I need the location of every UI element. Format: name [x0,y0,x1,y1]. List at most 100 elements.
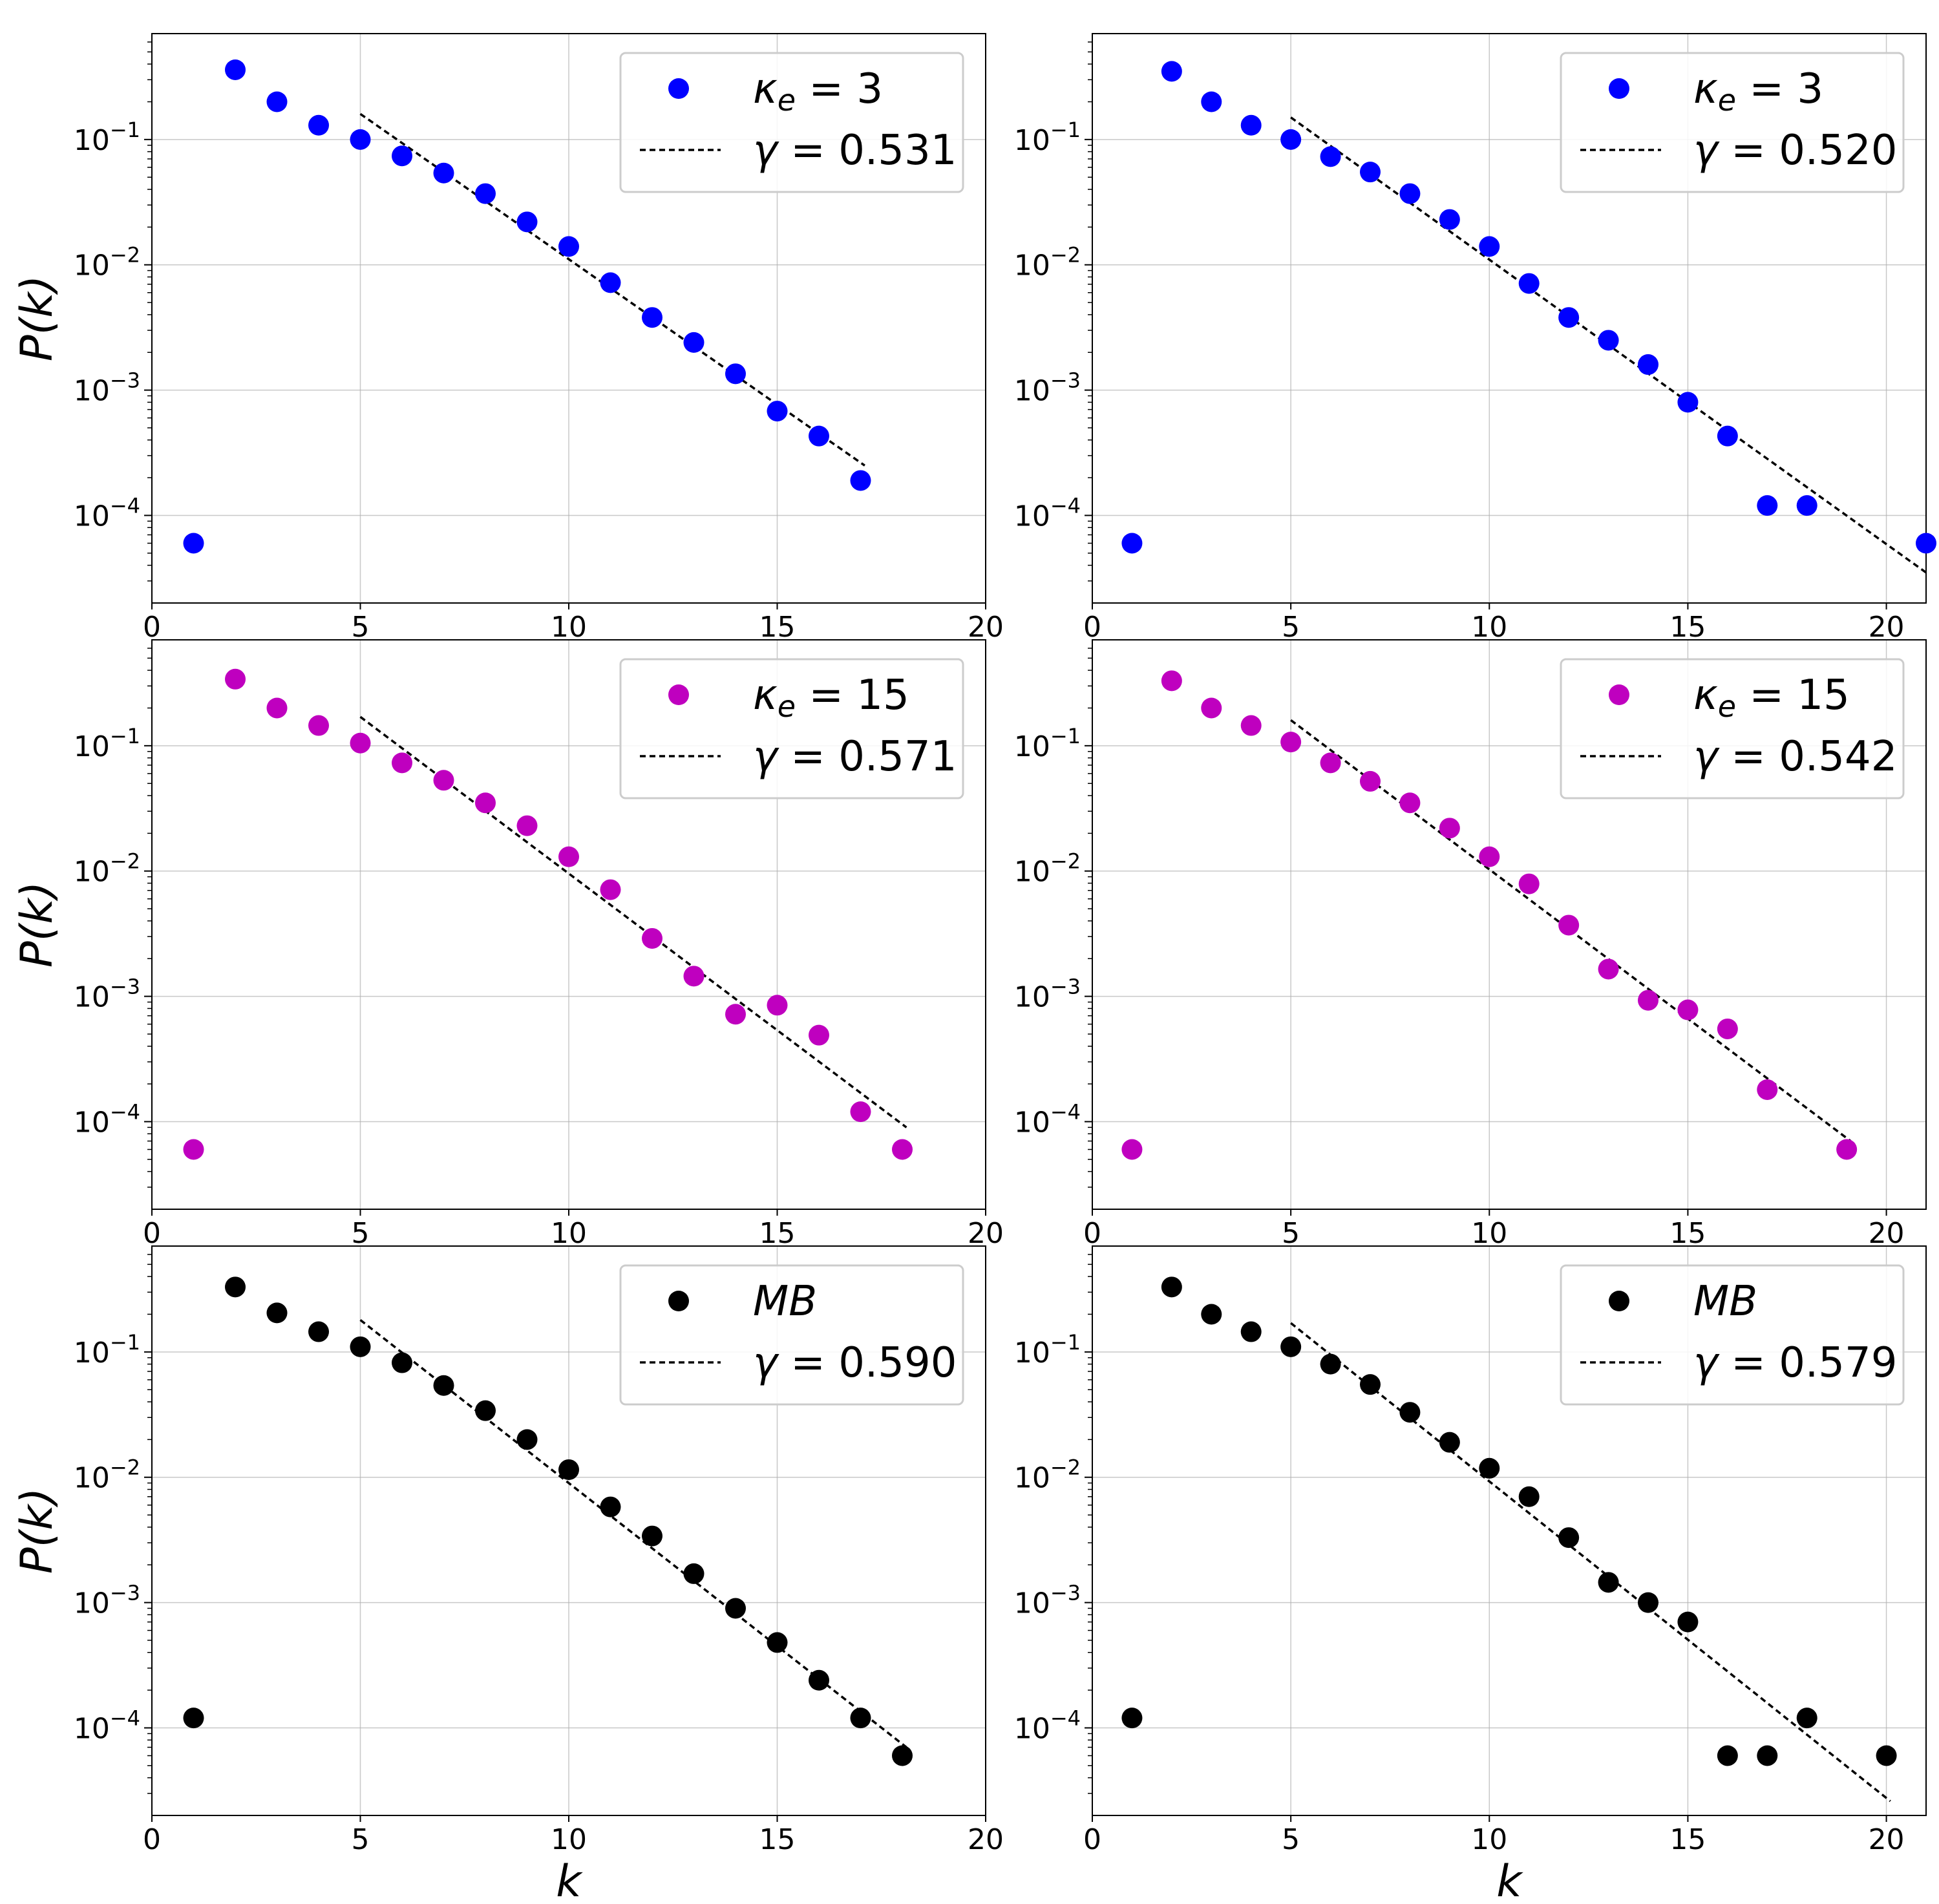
plot-frame [1092,33,1927,604]
data-point [600,1496,621,1518]
legend-marker-label: κe = 3 [753,65,883,118]
legend-line-label: γ = 0.571 [753,733,957,781]
x-axis-label: k [556,1856,583,1904]
chart-panel-row2-right: 0 5 10 15 20 10−1 10−2 10−3 10−4 κe = 15 γ = 0.542 [1014,639,1927,1250]
y-tick-label: 10−4 [1014,1706,1081,1745]
x-tick-label: 20 [1869,611,1905,644]
data-point [1439,818,1460,839]
data-point [1796,1708,1817,1729]
data-point [1320,146,1341,167]
x-tick-label: 5 [1282,611,1300,644]
data-point [392,1352,412,1373]
data-point [350,129,371,150]
data-point [558,846,579,867]
data-point [725,363,746,385]
plot-frame [1092,639,1927,1210]
fit-line [359,715,907,1128]
chart-panel-row3-right: 0 5 10 15 20 10−1 10−2 10−3 10−4 k MB γ = 0.579 [1014,1245,1927,1904]
x-tick-label: 10 [551,1823,587,1856]
data-point [1598,1572,1619,1593]
data-point [1399,183,1421,204]
y-tick-label: 10−4 [74,493,140,533]
data-point [1518,273,1540,294]
data-point [1201,1304,1222,1325]
legend-marker-label: κe = 3 [1693,65,1823,118]
data-point [1161,61,1182,82]
data-point [1558,307,1580,328]
legend-box [1560,52,1905,193]
data-point [1836,1139,1858,1160]
data-point [475,1400,496,1421]
data-point [1876,1745,1897,1766]
x-tick-label: 5 [352,611,370,644]
data-point [1360,162,1381,183]
fit-line [1290,1322,1891,1803]
data-point [1439,1432,1460,1453]
data-point [1121,1139,1143,1160]
legend-box [1560,658,1905,799]
data-point [225,59,246,80]
data-point [1280,732,1302,753]
data-point [475,792,496,814]
legend-marker [1609,684,1629,705]
data-point [1399,792,1421,814]
x-tick-label: 10 [551,1217,587,1250]
data-point [1280,1336,1302,1357]
x-tick-label: 5 [1282,1823,1300,1856]
chart-panel-row1-right: 0 5 10 15 20 10−1 10−2 10−3 10−4 κe = 3 γ = 0.520 [1014,33,1936,644]
data-point [767,995,788,1016]
data-point [1638,989,1658,1011]
y-tick-label: 10−3 [74,1581,140,1620]
x-tick-label: 15 [1669,611,1706,644]
data-point [809,1024,829,1046]
data-point [1558,915,1580,936]
data-point [683,966,705,987]
data-point [892,1139,913,1160]
x-tick-label: 15 [759,1217,796,1250]
data-point [516,815,538,836]
data-point [809,425,829,447]
legend-box [619,52,964,193]
y-axis-label: P(k) [12,1488,63,1574]
x-tick-label: 0 [143,1823,161,1856]
legend-box [1560,1264,1905,1406]
x-tick-label: 0 [143,611,161,644]
data-point [183,533,204,554]
data-point [1479,1457,1500,1479]
legend-marker-label: κe = 15 [753,672,909,724]
data-point [1638,1592,1658,1613]
data-point [350,732,371,754]
legend-line-label: γ = 0.590 [753,1339,957,1387]
legend: MB γ = 0.590 [619,1264,964,1406]
x-tick-label: 10 [1471,1823,1507,1856]
data-point [1479,236,1500,257]
data-point [1360,770,1381,792]
data-point [600,879,621,900]
data-point [1757,495,1778,516]
x-tick-label: 0 [1083,1217,1101,1250]
y-tick-label: 10−1 [1014,1330,1081,1370]
y-tick-label: 10−3 [1014,1581,1081,1620]
legend-marker-label: MB [1693,1278,1757,1326]
legend-marker [1609,1291,1629,1311]
chart-panel-row1-left: 0 5 10 15 20 10−1 10−2 10−3 10−4 P(k) κe = 3 γ = 0.… [12,33,1004,644]
data-point [809,1669,829,1691]
data-point [1320,752,1341,774]
data-point [433,162,454,184]
data-point [1240,1321,1262,1342]
data-point [1201,697,1222,719]
y-tick-label: 10−1 [74,724,140,763]
data-point [767,1632,788,1653]
data-point [850,1708,871,1729]
x-tick-label: 20 [968,1217,1004,1250]
data-point [1757,1079,1778,1100]
data-point [1399,1402,1421,1423]
data-point [433,770,454,791]
legend-line-label: γ = 0.579 [1693,1339,1897,1387]
data-point [1280,129,1302,150]
data-point [558,236,579,257]
data-point [642,1525,662,1547]
x-tick-label: 10 [1471,611,1507,644]
data-point [1121,533,1143,554]
data-point [392,752,412,774]
